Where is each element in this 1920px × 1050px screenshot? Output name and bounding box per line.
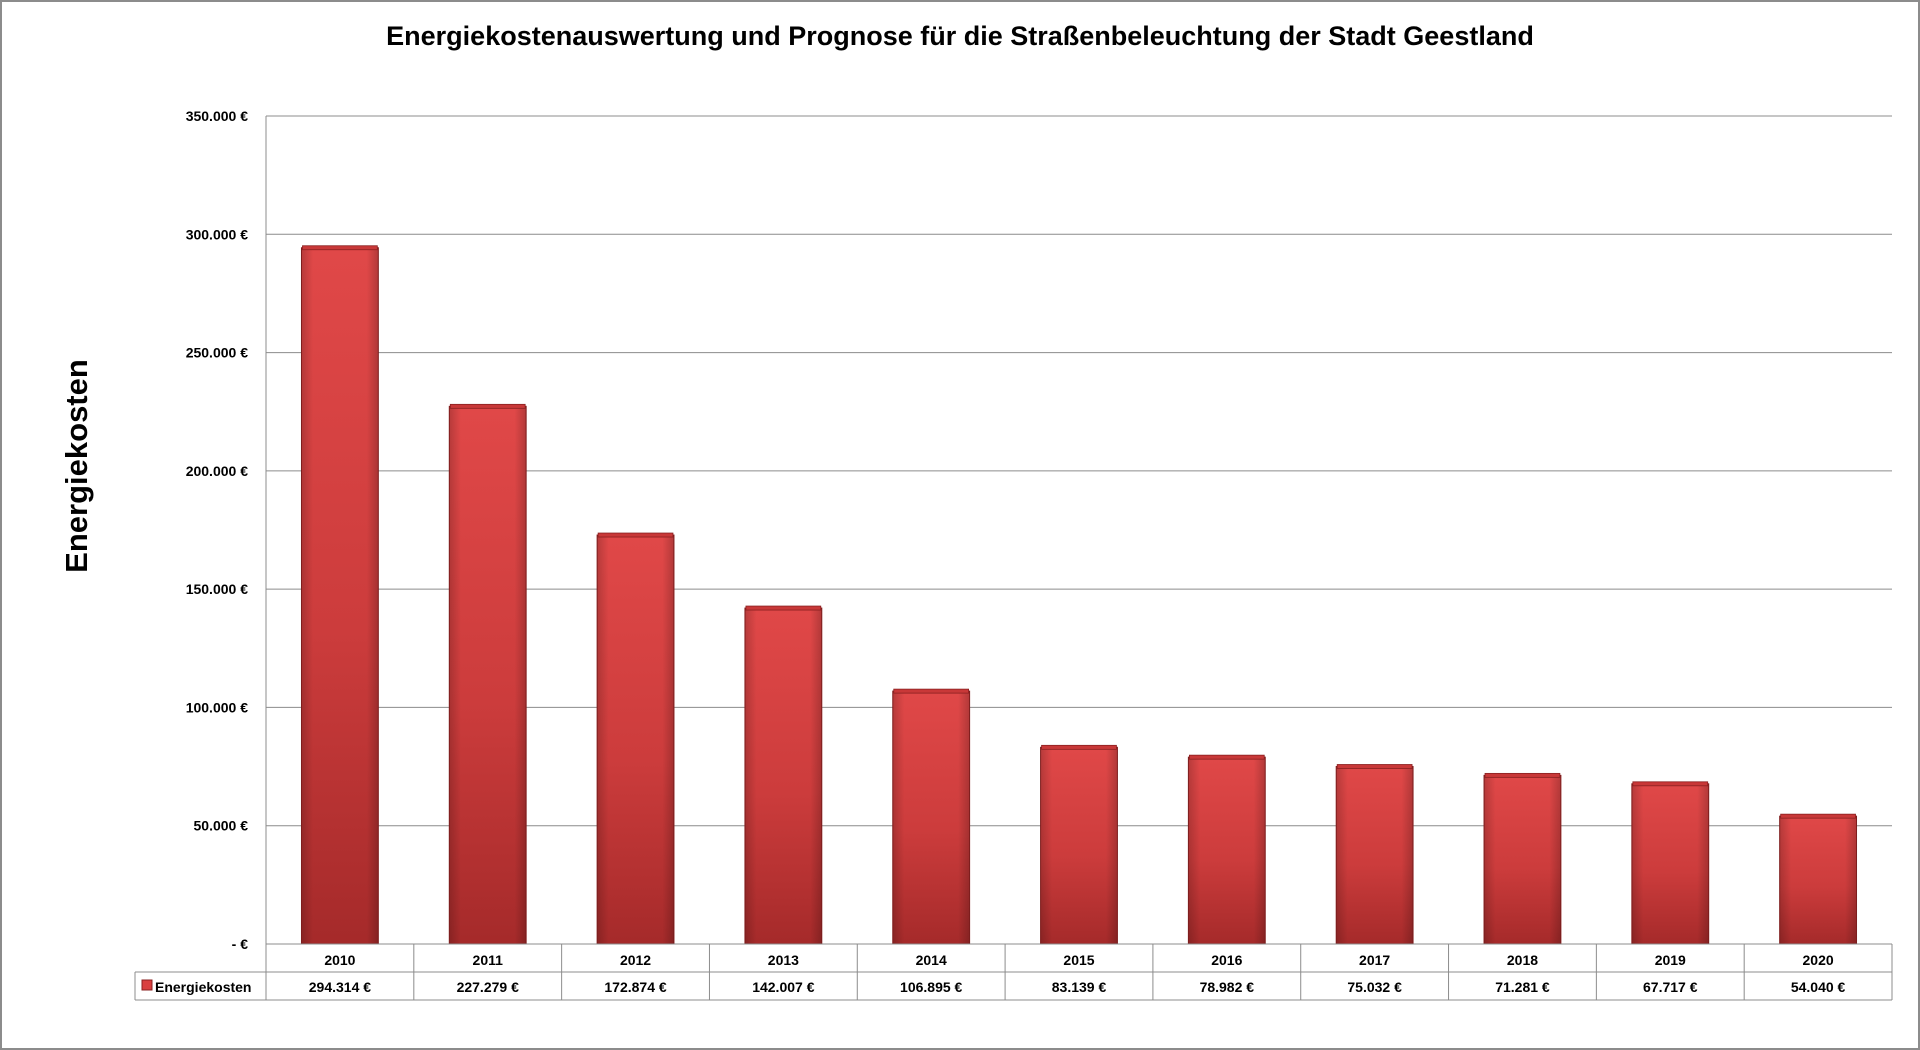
x-tick-label: 2017 xyxy=(1359,952,1390,968)
legend-swatch xyxy=(141,979,153,991)
data-label: 54.040 € xyxy=(1791,979,1846,995)
y-tick-label: 250.000 € xyxy=(186,345,248,361)
y-tick-label: 100.000 € xyxy=(186,699,248,715)
chart-title: Energiekostenauswertung und Prognose für… xyxy=(386,21,1534,51)
data-label: 83.139 € xyxy=(1052,979,1107,995)
y-tick-label: - € xyxy=(232,936,249,952)
data-label: 172.874 € xyxy=(604,979,666,995)
bar-cap xyxy=(1780,813,1856,819)
y-tick-label: 300.000 € xyxy=(186,226,248,242)
bar-shading xyxy=(1336,766,1414,944)
y-tick-label: 150.000 € xyxy=(186,581,248,597)
data-label: 67.717 € xyxy=(1643,979,1698,995)
bars xyxy=(300,245,1858,945)
x-tick-label: 2018 xyxy=(1507,952,1538,968)
bar-shading xyxy=(892,691,970,944)
bar-shading xyxy=(1631,783,1709,944)
bar-cap xyxy=(597,532,674,538)
bar-shading xyxy=(1188,757,1266,944)
bar-cap xyxy=(745,605,822,611)
bar-shading xyxy=(597,535,674,944)
data-label: 71.281 € xyxy=(1495,979,1550,995)
bar-cap xyxy=(1336,764,1413,769)
y-axis-ticks: - € 50.000 € 100.000 € 150.000 € 200.000 € 25… xyxy=(186,108,249,952)
bar-shading xyxy=(301,247,379,944)
y-tick-label: 350.000 € xyxy=(186,108,248,124)
y-tick-label: 50.000 € xyxy=(194,818,249,834)
x-tick-label: 2020 xyxy=(1803,952,1834,968)
y-axis-label: Energiekosten xyxy=(59,359,94,573)
bar-shading xyxy=(744,608,822,944)
bar-cap xyxy=(302,245,378,251)
data-label: 106.895 € xyxy=(900,979,962,995)
x-tick-label: 2015 xyxy=(1063,952,1094,968)
legend-label: Energiekosten xyxy=(155,979,251,995)
data-label: 142.007 € xyxy=(752,979,814,995)
x-tick-label: 2012 xyxy=(620,952,651,968)
x-tick-label: 2016 xyxy=(1211,952,1242,968)
x-tick-label: 2010 xyxy=(324,952,355,968)
bar-shading xyxy=(1779,816,1857,944)
x-tick-label: 2011 xyxy=(473,952,504,968)
data-label: 294.314 € xyxy=(309,979,371,995)
x-tick-label: 2014 xyxy=(916,952,947,968)
bar-cap xyxy=(449,403,526,409)
x-tick-label: 2019 xyxy=(1655,952,1686,968)
bar-shading xyxy=(1040,747,1118,944)
bar-cap xyxy=(1188,754,1265,760)
gridlines xyxy=(265,115,1892,944)
bar-cap xyxy=(1632,781,1709,787)
bar-cap xyxy=(893,688,970,694)
data-label: 227.279 € xyxy=(457,979,519,995)
x-tick-label: 2013 xyxy=(768,952,799,968)
bar-shading xyxy=(449,406,527,944)
y-tick-label: 200.000 € xyxy=(186,463,248,479)
bar-cap xyxy=(1484,772,1561,778)
data-table: 2010 294.314 € 2011 227.279 € 2012 172.874 € 2… xyxy=(134,943,1893,1001)
bar-cap xyxy=(1041,744,1117,750)
data-label: 75.032 € xyxy=(1347,979,1402,995)
data-label: 78.982 € xyxy=(1200,979,1255,995)
bar-shading xyxy=(1484,775,1561,944)
